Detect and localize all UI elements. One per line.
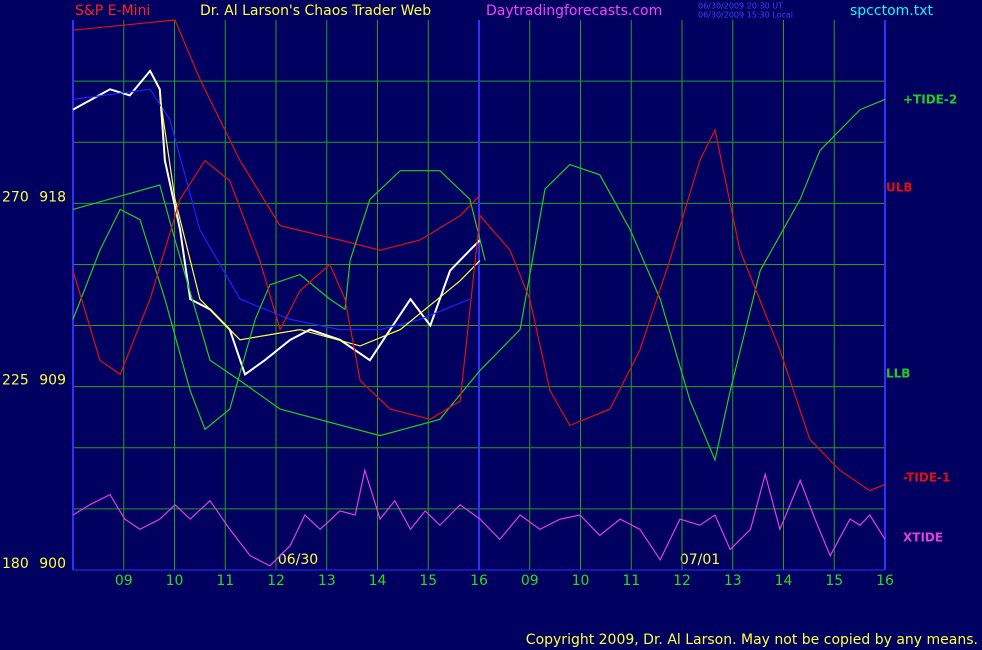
x-tick-label: 14: [775, 573, 793, 589]
legend-label: LLB: [886, 367, 910, 381]
series-line: [72, 128, 886, 492]
date-annotation: 06/30: [278, 552, 318, 568]
instrument: S&P E-Mini: [75, 3, 150, 19]
series-line: [72, 69, 481, 376]
series-line: [72, 467, 886, 567]
file-name: spcctom.txt: [850, 3, 933, 19]
x-tick-label: 11: [622, 573, 640, 589]
x-tick-label: 10: [572, 573, 590, 589]
x-tick-label: 13: [724, 573, 742, 589]
timestamp: 06/30/2009 15:30 Local: [698, 11, 793, 20]
x-tick-label: 16: [876, 573, 894, 589]
x-tick-label: 15: [419, 573, 437, 589]
x-tick-label: 12: [267, 573, 285, 589]
date-annotation: 07/01: [680, 552, 720, 568]
x-tick-label: 11: [216, 573, 234, 589]
series-line: [72, 98, 886, 462]
y2-tick-label: 180: [2, 556, 29, 572]
legend-label: -TIDE-1: [903, 471, 950, 485]
y2-tick-label: 270: [2, 189, 29, 205]
legend-label: +TIDE-2: [903, 93, 957, 107]
copyright: Copyright 2009, Dr. Al Larson. May not b…: [526, 632, 978, 648]
x-tick-label: 16: [470, 573, 488, 589]
timestamp: 06/30/2009 20:30 UT: [698, 2, 783, 11]
series-line: [72, 88, 471, 331]
legend-label: ULB: [886, 181, 913, 195]
x-tick-label: 14: [369, 573, 387, 589]
series-line: [72, 170, 486, 431]
series-line: [159, 95, 481, 347]
site: Daytradingforecasts.com: [486, 3, 662, 19]
x-tick-label: 12: [673, 573, 691, 589]
y-tick-label: 900: [39, 556, 66, 572]
x-tick-label: 09: [115, 573, 133, 589]
legend-label: XTIDE: [903, 531, 943, 545]
y2-tick-label: 225: [2, 373, 29, 389]
x-tick-label: 09: [521, 573, 539, 589]
y-tick-label: 918: [39, 189, 66, 205]
x-tick-label: 15: [825, 573, 843, 589]
x-tick-label: 13: [318, 573, 336, 589]
x-tick-label: 10: [166, 573, 184, 589]
y-tick-label: 909: [39, 373, 66, 389]
series-line: [72, 19, 481, 251]
chart-title: Dr. Al Larson's Chaos Trader Web: [200, 3, 431, 19]
